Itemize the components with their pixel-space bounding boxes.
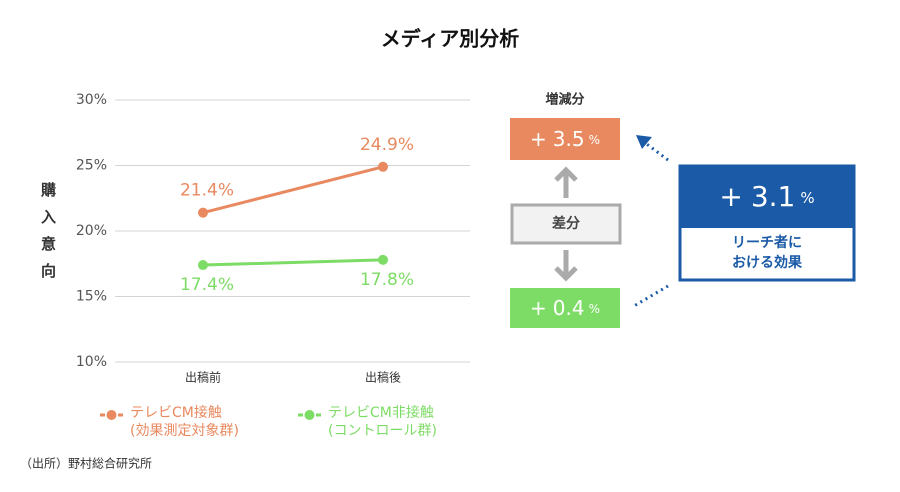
legend-marker — [304, 410, 315, 420]
data-label: 17.4% — [180, 275, 234, 295]
pointer-head — [636, 135, 652, 149]
value: 3.5 — [553, 127, 585, 151]
line — [202, 258, 384, 267]
arrows — [554, 166, 578, 282]
diff-label: 差分 — [552, 215, 580, 232]
point — [378, 254, 388, 265]
y-tick-label: 30% — [76, 92, 107, 108]
source: （出所）野村総合研究所 — [20, 456, 152, 471]
chart-title: メディア別分析 — [381, 27, 520, 51]
y-tick-label: 15% — [76, 289, 107, 305]
line — [202, 165, 384, 215]
point — [198, 260, 208, 271]
x-tick-label: 出稿後 — [365, 370, 401, 385]
y-tick-label: 20% — [76, 223, 107, 239]
reach-diff: +3.1% — [719, 180, 814, 213]
sign: + — [530, 296, 547, 320]
reach-caption: リーチ者に — [732, 235, 802, 251]
y-tick-label: 25% — [76, 158, 107, 174]
control-box — [510, 288, 620, 328]
data-label: 21.4% — [180, 181, 234, 201]
pointer — [643, 140, 669, 162]
pointer — [633, 284, 669, 308]
x-tick-label: 出稿前 — [185, 370, 221, 385]
panel-title: 増減分 — [545, 92, 584, 108]
reach-caption: おける効果 — [732, 254, 803, 271]
data-label: 24.9% — [360, 135, 414, 155]
diff-box — [510, 203, 622, 245]
unit: % — [800, 189, 814, 207]
reach-header — [680, 166, 854, 228]
y-axis-label: 購入意向 — [39, 181, 57, 290]
legend-marker — [106, 410, 117, 420]
data-label: 17.8% — [360, 270, 414, 290]
value: 3.1 — [751, 180, 796, 213]
exposed-diff: +3.5% — [530, 127, 600, 151]
sign: + — [530, 127, 547, 151]
unit: % — [589, 133, 600, 147]
point — [378, 161, 388, 172]
legend-label: テレビCM非接触 — [328, 404, 434, 421]
legend-label: テレビCM接触 — [130, 404, 222, 421]
value: 0.4 — [553, 296, 585, 320]
y-tick-label: 10% — [76, 354, 107, 370]
control-diff: +0.4% — [530, 296, 600, 320]
legend-label: (効果測定対象群) — [130, 423, 239, 439]
legend-label: (コントロール群) — [328, 423, 437, 439]
sign: + — [719, 180, 742, 213]
unit: % — [589, 302, 600, 316]
exposed-box — [510, 118, 620, 160]
point — [198, 207, 208, 218]
